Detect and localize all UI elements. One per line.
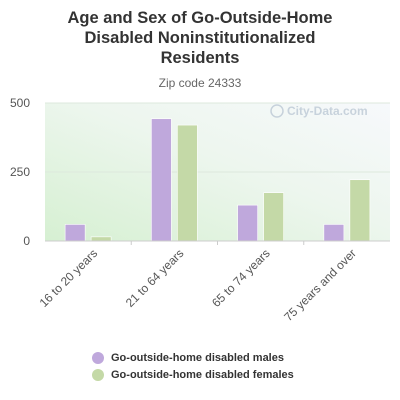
chart-title-line-1: Age and Sex of Go-Outside-Home [67,9,333,27]
chart-subtitle: Zip code 24333 [158,76,242,90]
chart-title: Age and Sex of Go-Outside-Home Disabled … [0,8,400,68]
x-tick-label: 65 to 74 years [209,246,273,310]
y-tick-label: 500 [10,96,30,110]
x-tick-label: 75 years and over [281,246,359,324]
bar-females-0 [90,236,112,242]
bar-males-0 [64,224,86,242]
bar-females-3 [349,179,371,242]
bar-females-1 [177,124,198,242]
bar-males-1 [151,118,172,242]
bar-females-2 [263,192,284,242]
watermark-text: City-Data.com [287,104,368,118]
legend-swatch-males [92,351,104,364]
legend-item-females: Go-outside-home disabled females [92,366,294,383]
legend-label-males: Go-outside-home disabled males [111,351,284,364]
legend-label-females: Go-outside-home disabled females [111,368,294,381]
legend-swatch-females [92,368,104,381]
x-tick-label: 16 to 20 years [37,246,101,310]
bar-males-3 [323,224,345,242]
bar-males-2 [237,204,258,242]
y-tick-label: 0 [23,234,30,248]
watermark: City-Data.com [270,104,368,118]
chart-title-line-2: Disabled Noninstitutionalized [84,29,316,47]
legend-item-males: Go-outside-home disabled males [92,349,294,366]
x-tick-label: 21 to 64 years [123,246,187,310]
chart-title-line-3: Residents [160,49,240,67]
chart-legend: Go-outside-home disabled males Go-outsid… [92,349,294,383]
y-tick-label: 250 [10,165,30,179]
watermark-icon [270,104,284,118]
